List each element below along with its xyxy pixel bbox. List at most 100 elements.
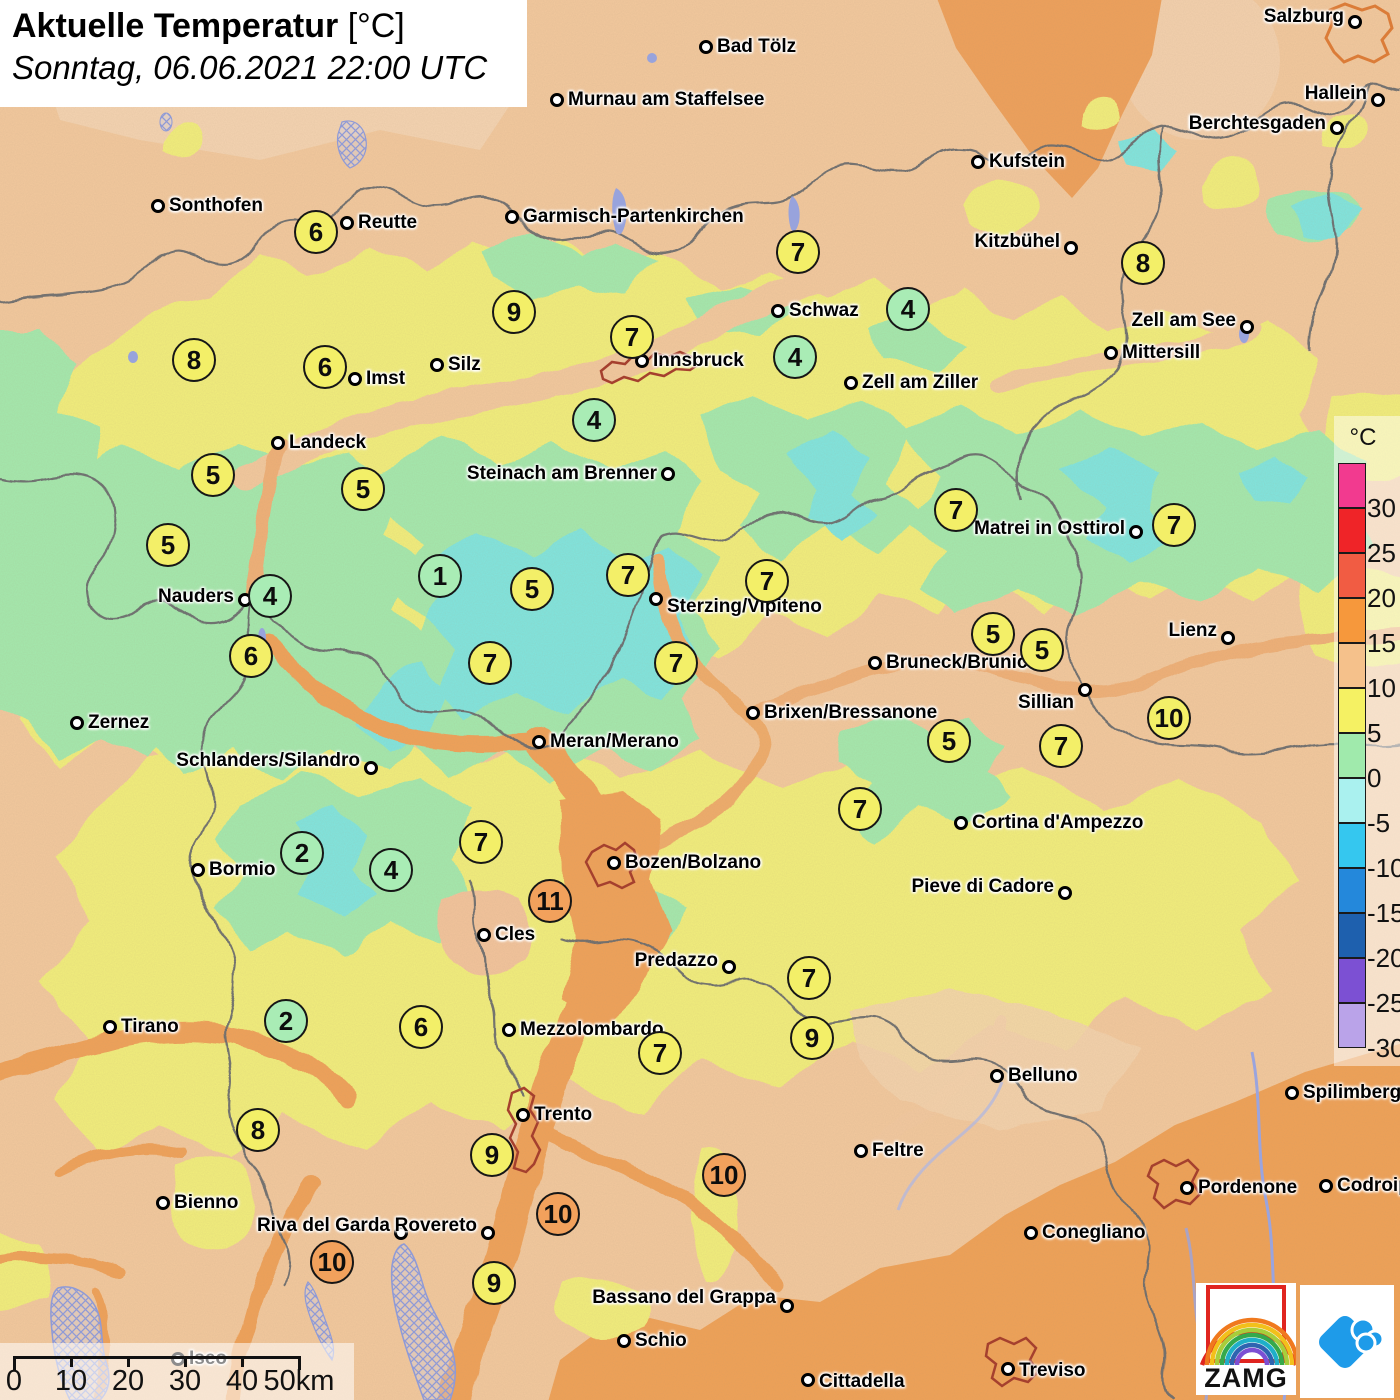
city-label: Reutte [358,212,418,233]
city-marker [505,210,519,224]
scale-bar-line [14,1356,299,1359]
temp-value-badge: 9 [472,1261,516,1305]
city-label: Innsbruck [653,350,744,371]
temp-value-badge: 1 [418,554,462,598]
scale-tick [126,1356,130,1367]
legend-tick-label: 0 [1367,763,1382,793]
city-marker [364,761,378,775]
legend-tick-label: -5 [1367,808,1391,838]
city-label: Lienz [1168,620,1217,641]
city-label: Salzburg [1263,6,1344,27]
scale-tick [69,1356,73,1367]
city-marker [191,863,205,877]
city-label: Spilimbergo [1303,1082,1400,1103]
city-label: Zell am Ziller [862,372,979,393]
city-label: Predazzo [634,950,718,971]
legend-swatch [1338,913,1366,958]
temp-value-badge: 7 [638,1031,682,1075]
legend-swatch [1338,508,1366,553]
title-main: Aktuelle Temperatur [12,7,339,45]
temp-value-badge: 5 [341,467,385,511]
legend-swatch [1338,958,1366,1003]
city-label: Bienno [174,1192,239,1213]
city-label: Zernez [88,712,150,733]
city-marker [1330,121,1344,135]
city-marker [1078,683,1092,697]
temp-value-badge: 2 [280,831,324,875]
temp-value-badge: 11 [528,879,572,923]
mountain-cloud-icon [1319,1316,1385,1368]
city-label: Murnau am Staffelsee [568,89,765,110]
legend-tick-label: 25 [1367,538,1396,568]
city-label: Feltre [872,1140,924,1161]
city-marker [502,1023,516,1037]
city-label: Schlanders/Silandro [176,750,360,771]
legend-swatch [1338,553,1366,598]
temp-value-badge: 4 [572,398,616,442]
temp-value-badge: 7 [787,956,831,1000]
temp-value-badge: 7 [606,553,650,597]
city-label: Cles [495,924,536,945]
city-label: Berchtesgaden [1188,113,1326,134]
city-marker [844,376,858,390]
zamg-wordmark: ZAMG [1204,1363,1288,1393]
city-label: Silz [448,354,481,375]
city-boundaries [506,2,1394,1388]
temp-value-badge: 10 [1147,696,1191,740]
city-label: Cittadella [819,1371,905,1392]
city-marker [722,960,736,974]
temp-value-badge: 4 [773,335,817,379]
scale-tick [183,1356,187,1367]
city-marker [430,358,444,372]
city-marker [617,1334,631,1348]
city-marker [771,304,785,318]
city-marker [516,1108,530,1122]
city-marker [550,93,564,107]
city-label: Garmisch-Partenkirchen [523,206,744,227]
city-label: Matrei in Osttirol [974,518,1125,539]
city-label: Sonthofen [169,195,263,216]
city-label: Pordenone [1198,1177,1298,1198]
scale-tick [240,1356,244,1367]
city-label: Schwaz [789,300,859,321]
city-marker [70,716,84,730]
city-label: Tirano [121,1016,179,1037]
temp-value-badge: 5 [146,523,190,567]
city-label: Brixen/Bressanone [764,702,938,723]
legend-tick-label: -25 [1367,988,1400,1018]
scale-label: 0 [5,1365,23,1397]
city-marker [971,155,985,169]
city-label: Zell am See [1131,310,1236,331]
city-marker [151,199,165,213]
city-marker [1285,1086,1299,1100]
city-label: Imst [366,368,406,389]
temp-value-badge: 5 [927,719,971,763]
temp-value-badge: 5 [1020,628,1064,672]
temp-value-badge: 10 [702,1153,746,1197]
temp-value-badge: 5 [510,567,554,611]
city-marker [661,467,675,481]
city-label: Codroipo [1337,1175,1400,1196]
city-marker [801,1373,815,1387]
temp-value-badge: 10 [310,1240,354,1284]
temp-value-badge: 7 [776,230,820,274]
title-box: Aktuelle Temperatur [°C] Sonntag, 06.06.… [0,0,527,107]
city-label: Bad Tölz [717,36,797,57]
partner-logo [1300,1285,1394,1398]
scale-label: 40 [225,1365,259,1397]
city-label: Bruneck/Brunico [886,652,1040,673]
temp-value-badge: 4 [369,848,413,892]
zamg-rainbow-icon [1199,1285,1300,1366]
legend-swatch [1338,823,1366,868]
scale-label: 50km [263,1365,335,1397]
city-label: Kitzbühel [974,231,1061,252]
city-marker [1024,1226,1038,1240]
scale-tick [297,1356,301,1370]
city-marker [477,928,491,942]
temp-value-badge: 7 [934,488,978,532]
scale-label: 10 [54,1365,88,1397]
temp-value-badge: 6 [229,634,273,678]
legend-tick-label: 10 [1367,673,1396,703]
temp-value-badge: 7 [654,641,698,685]
temp-value-badge: 6 [303,345,347,389]
